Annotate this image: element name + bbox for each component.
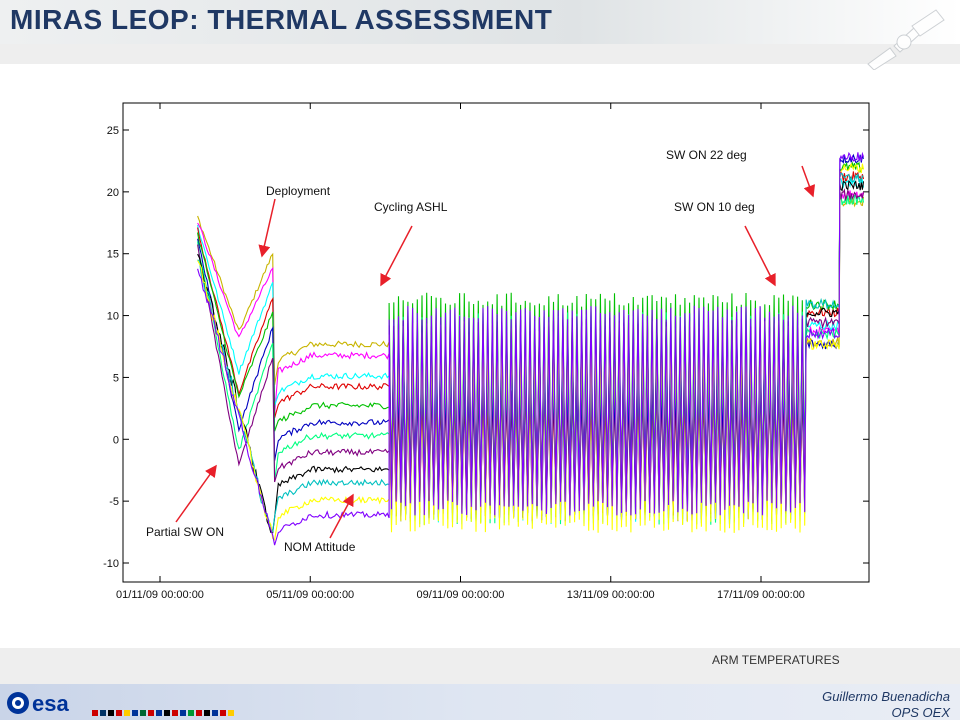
x-axis: 01/11/09 00:00:00 05/11/09 00:00:00 09/11/…: [116, 103, 805, 601]
flag-icon: [140, 710, 146, 716]
flag-icon: [164, 710, 170, 716]
flag-icon: [148, 710, 154, 716]
temperature-series-line: [197, 151, 865, 546]
member-state-flags: [92, 710, 234, 716]
arrow-deployment: [258, 198, 276, 258]
y-tick-label: 15: [107, 249, 119, 261]
y-tick-label: 10: [107, 311, 119, 323]
y-tick-label: 20: [107, 187, 119, 199]
author-block: Guillermo Buenadicha OPS OEX: [822, 689, 950, 721]
flag-icon: [180, 710, 186, 716]
flag-icon: [108, 710, 114, 716]
annotation-arrows: [175, 165, 816, 539]
y-tick-label: 5: [113, 372, 119, 384]
y-tick-label: -5: [109, 496, 119, 508]
title-underline-band: [0, 44, 960, 64]
arrow-cycling-ashl: [380, 225, 413, 287]
x-tick-label: 05/11/09 00:00:00: [266, 589, 354, 601]
flag-icon: [156, 710, 162, 716]
slide-title: MIRAS LEOP: THERMAL ASSESSMENT: [10, 4, 553, 35]
x-tick-label: 17/11/09 00:00:00: [717, 589, 805, 601]
flag-icon: [116, 710, 122, 716]
annotation-nom-attitude: NOM Attitude: [284, 540, 356, 554]
x-tick-label: 13/11/09 00:00:00: [567, 589, 655, 601]
annotation-deployment: Deployment: [266, 184, 331, 198]
flag-icon: [204, 710, 210, 716]
annotation-cycling-ashl: Cycling ASHL: [374, 200, 448, 214]
flag-icon: [188, 710, 194, 716]
plot-area: [197, 151, 865, 546]
author-name: Guillermo Buenadicha: [822, 689, 950, 704]
annotation-partial-sw-on: Partial SW ON: [146, 525, 224, 539]
y-tick-label: 0: [113, 434, 119, 446]
flag-icon: [228, 710, 234, 716]
flag-icon: [100, 710, 106, 716]
temperature-series-group: [197, 151, 865, 546]
flag-icon: [196, 710, 202, 716]
y-tick-label: 25: [107, 125, 119, 137]
caption-band: [0, 648, 960, 684]
flag-icon: [124, 710, 130, 716]
flag-icon: [92, 710, 98, 716]
annotation-sw-on-10: SW ON 10 deg: [674, 200, 755, 214]
annotation-sw-on-22: SW ON 22 deg: [666, 148, 747, 162]
author-team: OPS OEX: [891, 705, 950, 720]
esa-logo-icon: esa: [7, 691, 69, 716]
x-tick-label: 01/11/09 00:00:00: [116, 589, 204, 601]
flag-icon: [212, 710, 218, 716]
arrow-partial-sw-on: [175, 464, 217, 523]
arrow-sw-on-10: [744, 225, 776, 287]
annotations: Deployment Cycling ASHL SW ON 22 deg SW …: [146, 148, 755, 554]
chart-caption: ARM TEMPERATURES: [712, 653, 840, 667]
flag-icon: [172, 710, 178, 716]
arrow-sw-on-22: [801, 165, 816, 198]
x-tick-label: 09/11/09 00:00:00: [417, 589, 505, 601]
title-bar: [0, 0, 960, 64]
satellite-icon: [867, 9, 945, 70]
flag-icon: [132, 710, 138, 716]
y-axis: 25 20 15 10 5 0 -5 -10: [103, 125, 869, 570]
y-tick-label: -10: [103, 558, 119, 570]
svg-text:esa: esa: [32, 691, 69, 716]
arrow-nom-attitude: [329, 493, 354, 539]
flag-icon: [220, 710, 226, 716]
temperature-series-line: [197, 161, 864, 501]
